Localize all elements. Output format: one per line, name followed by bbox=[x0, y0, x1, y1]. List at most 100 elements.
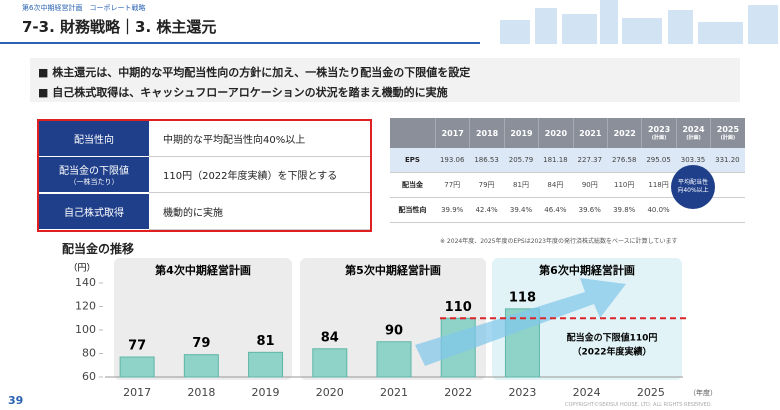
column-year: 2019 bbox=[510, 128, 533, 138]
header-cell: 2017 bbox=[435, 118, 470, 148]
copyright: COPYRIGHT©SEKISUI HOUSE, LTD. ALL RIGHTS… bbox=[565, 402, 713, 408]
table-cell: 77円 bbox=[435, 173, 470, 198]
column-note: (計画) bbox=[720, 135, 736, 141]
title-rule bbox=[0, 42, 480, 44]
badge: 平均配当性向40%以上 bbox=[671, 165, 715, 209]
y-tick-label: 60 bbox=[82, 370, 96, 383]
row-label: EPS bbox=[390, 148, 435, 173]
table-cell: 84円 bbox=[538, 173, 573, 198]
floor-label: 配当金の下限値110円 bbox=[567, 332, 658, 344]
header-cell: 2022 bbox=[607, 118, 642, 148]
value-label: 79 bbox=[192, 336, 210, 351]
bar bbox=[119, 356, 155, 378]
x-tick-label: 2017 bbox=[123, 386, 151, 399]
policy-sublabel: （一株当たり） bbox=[69, 178, 119, 187]
breadcrumb-item: コーポレート戦略 bbox=[89, 4, 146, 12]
header-cell: 2025 (計画) bbox=[710, 118, 745, 148]
page-title: 7-3. 財務戦略｜3. 株主還元 bbox=[22, 18, 217, 36]
floor-sublabel: （2022年度実績） bbox=[572, 346, 651, 358]
plan-title: 第6次中期経営計画 bbox=[539, 263, 635, 277]
growth-arrow bbox=[415, 278, 626, 366]
table-cell: 39.9% bbox=[435, 198, 470, 223]
y-tick-label: 100 bbox=[75, 323, 96, 336]
page-number: 39 bbox=[8, 394, 24, 407]
x-tick-label: 2024 bbox=[573, 386, 601, 399]
value-label: 90 bbox=[385, 323, 403, 338]
policy-label-text: 配当金の下限値 bbox=[59, 166, 129, 178]
policy-label-text: 配当性向 bbox=[74, 135, 114, 146]
x-tick-label: 2023 bbox=[508, 386, 536, 399]
table-cell: 276.58 bbox=[607, 148, 642, 173]
x-tick-label: 2018 bbox=[187, 386, 215, 399]
x-tick-label: 2020 bbox=[316, 386, 344, 399]
table-cell: 205.79 bbox=[503, 148, 539, 173]
column-note: (計画) bbox=[686, 135, 701, 141]
header-cell: 2023 (計画) bbox=[641, 118, 676, 148]
column-year: 2022 bbox=[613, 128, 636, 138]
policy-label-text: 自己株式取得 bbox=[64, 207, 124, 219]
table-cell: 295.05 bbox=[641, 148, 676, 173]
y-tick-label: 120 bbox=[75, 300, 96, 313]
breadcrumb: 第6次中期経営計画 コーポレート戦略 bbox=[22, 3, 145, 13]
table-cell: 110円 bbox=[607, 173, 642, 198]
table-cell: 186.53 bbox=[469, 148, 504, 173]
chart-title: 配当金の推移 bbox=[62, 242, 135, 256]
table-cell: 40.0% bbox=[641, 198, 676, 223]
plan-title: 第5次中期経営計画 bbox=[345, 263, 441, 277]
bullet-box: ■ 株主還元は、中期的な平均配当性向の方針に加え、一株当たり配当金の下限値を設定… bbox=[30, 58, 740, 102]
value-label: 118 bbox=[509, 290, 536, 305]
table-cell: 39.6% bbox=[572, 198, 607, 223]
table-cell: 90円 bbox=[572, 173, 607, 198]
x-unit: （年度） bbox=[689, 388, 717, 397]
table-cell bbox=[710, 173, 745, 198]
x-tick-label: 2025 bbox=[637, 386, 665, 399]
x-tick-label: 2022 bbox=[444, 386, 472, 399]
column-year: 2025 bbox=[716, 125, 740, 134]
header-cell: 2024 (計画) bbox=[675, 118, 711, 148]
policy-text: 110円（2022年度実績）を下限とする bbox=[149, 157, 370, 194]
policy-label: 配当性向 bbox=[39, 121, 149, 157]
policy-text: 機動的に実施 bbox=[149, 194, 370, 230]
bar bbox=[183, 354, 219, 378]
column-year: 2018 bbox=[475, 128, 499, 138]
table-cell: 331.20 bbox=[710, 148, 745, 173]
y-tick-label: 80 bbox=[82, 347, 96, 360]
policy-text: 中期的な平均配当性向40%以上 bbox=[149, 121, 370, 157]
table-cell: 39.4% bbox=[503, 198, 539, 223]
value-label: 77 bbox=[128, 339, 146, 354]
bullet-text: 自己株式取得は、キャッシュフローアロケーションの状況を踏まえ機動的に実施 bbox=[52, 86, 448, 99]
table-cell: 79円 bbox=[469, 173, 504, 198]
policy-label: 自己株式取得 bbox=[39, 193, 149, 230]
table-note: ※ 2024年度、2025年度のEPSは2023年度の発行済株式総数をベースに計… bbox=[440, 238, 678, 245]
row-label: 配当性向 bbox=[390, 198, 435, 223]
table-cell bbox=[710, 198, 745, 223]
bar bbox=[312, 348, 348, 378]
column-year: 2017 bbox=[441, 128, 464, 138]
table-cell: 181.18 bbox=[538, 148, 573, 173]
bullet: ■ 株主還元は、中期的な平均配当性向の方針に加え、一株当たり配当金の下限値を設定 bbox=[38, 66, 471, 79]
value-label: 110 bbox=[445, 300, 472, 315]
table-cell: 39.8% bbox=[607, 198, 642, 223]
policy-table: 配当性向 中期的な平均配当性向40%以上 配当金の下限値 （一株当たり） 110円（20… bbox=[37, 119, 372, 232]
x-tick-label: 2021 bbox=[380, 386, 408, 399]
table-cell: 227.37 bbox=[572, 148, 607, 173]
header-cell: 2020 bbox=[538, 118, 573, 148]
table-cell: 81円 bbox=[503, 173, 539, 198]
header-cell: 2018 bbox=[469, 118, 504, 148]
value-label: 81 bbox=[257, 334, 275, 349]
column-note: (計画) bbox=[651, 135, 667, 141]
policy-label: 配当金の下限値 （一株当たり） bbox=[39, 157, 149, 194]
bar bbox=[248, 351, 284, 378]
row-label: 配当金 bbox=[390, 173, 435, 198]
column-year: 2024 bbox=[682, 125, 705, 134]
plan-panel bbox=[114, 258, 292, 380]
table-cell: 42.4% bbox=[469, 198, 504, 223]
y-tick-label: 140 bbox=[75, 276, 96, 289]
header-cell bbox=[390, 118, 435, 148]
table-cell: 118円 bbox=[641, 173, 676, 198]
header-cell: 2019 bbox=[503, 118, 539, 148]
table-cell: 193.06 bbox=[435, 148, 470, 173]
cityscape bbox=[500, 0, 778, 44]
